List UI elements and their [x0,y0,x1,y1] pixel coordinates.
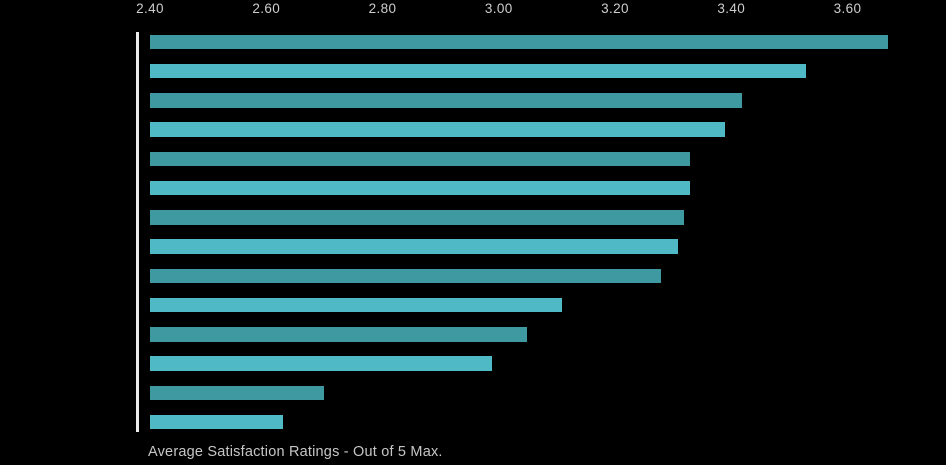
chart-caption: Average Satisfaction Ratings - Out of 5 … [148,444,443,460]
bar [149,268,661,283]
bar [149,63,807,79]
x-axis-tick-label: 2.60 [252,1,281,16]
bar [149,210,685,225]
bar [149,297,563,313]
bar [149,34,888,49]
bar [149,93,743,108]
bar [149,122,725,137]
x-axis-tick-label: 3.40 [717,1,746,16]
x-axis-tick-label: 3.00 [484,1,513,16]
bar [149,327,528,342]
x-axis-tick-label: 3.60 [833,1,862,16]
bar [149,385,324,400]
y-axis-line [135,32,139,432]
bar [149,414,284,430]
bar [149,151,691,166]
x-axis-tick-label: 2.80 [368,1,397,16]
x-axis-tick-label: 3.20 [601,1,629,16]
bar [149,239,679,254]
bar [149,356,493,371]
bar [149,180,691,196]
x-axis-tick-label: 2.40 [136,1,164,16]
